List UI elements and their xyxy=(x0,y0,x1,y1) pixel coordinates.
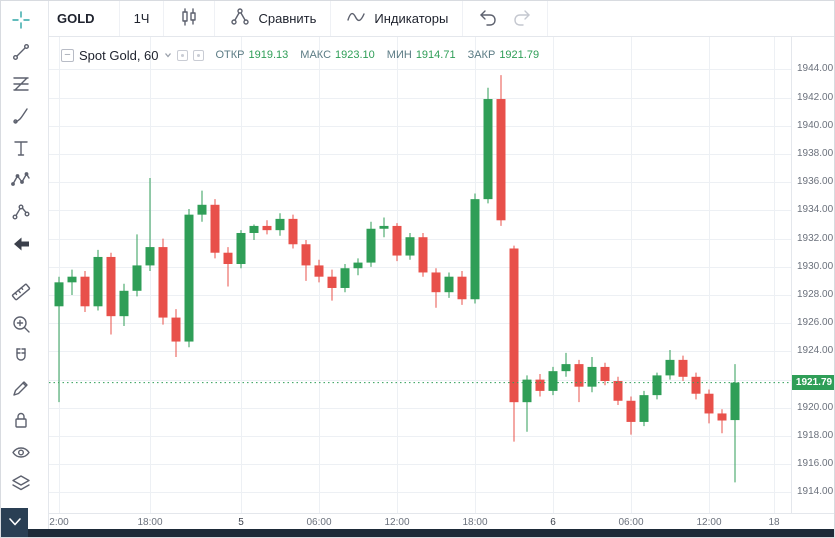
time-axis-label: 6 xyxy=(550,517,556,528)
candlestick-plot[interactable] xyxy=(49,37,791,513)
crosshair-tool[interactable] xyxy=(7,8,35,36)
symbol-button[interactable]: GOLD xyxy=(49,1,120,36)
legend-collapse-button[interactable]: − xyxy=(61,48,74,62)
chevron-down-icon[interactable] xyxy=(164,46,172,64)
object-tree-layers-tool[interactable] xyxy=(7,472,35,500)
time-axis-label: 2:00 xyxy=(49,517,69,528)
compare-button[interactable]: Сравнить xyxy=(215,1,332,36)
legend-settings-icon[interactable] xyxy=(192,49,204,61)
price-axis-label: 1920.00 xyxy=(797,401,834,413)
symbol-label: GOLD xyxy=(57,11,95,26)
arrow-left-icon xyxy=(10,233,32,260)
magnifier-plus-icon xyxy=(10,313,32,340)
ohlc-open: ОТКР 1919.13 xyxy=(216,49,289,61)
compare-label: Сравнить xyxy=(258,11,317,26)
price-axis-label: 1944.00 xyxy=(797,63,834,75)
ohlc-close-value: 1921.79 xyxy=(499,49,540,61)
candles-icon xyxy=(178,6,200,31)
magnet-icon xyxy=(10,345,32,372)
price-axis-label: 1940.00 xyxy=(797,119,834,131)
ohlc-close: ЗАКР 1921.79 xyxy=(468,49,540,61)
time-axis-label: 18 xyxy=(768,517,780,528)
price-axis-label: 1930.00 xyxy=(797,260,834,272)
chart-area: 1944.00 1942.00 1940.00 1938.00 1936.00 1934.… xyxy=(49,37,834,531)
zoom-in-tool[interactable] xyxy=(7,312,35,340)
time-axis-label: 12:00 xyxy=(696,517,722,528)
compare-icon xyxy=(229,6,251,31)
bottom-bar xyxy=(1,529,834,537)
price-axis-label: 1938.00 xyxy=(797,148,834,160)
text-tool[interactable] xyxy=(7,136,35,164)
drawing-mode-pencil-tool[interactable] xyxy=(7,376,35,404)
ohlc-high-value: 1923.10 xyxy=(335,49,375,61)
hide-drawings-arrow-tool[interactable] xyxy=(7,232,35,260)
hide-all-eye-tool[interactable] xyxy=(7,440,35,468)
time-axis-label: 06:00 xyxy=(306,517,332,528)
price-axis-label: 1934.00 xyxy=(797,204,834,216)
ohlc-open-value: 1919.13 xyxy=(248,49,289,61)
price-axis-label: 1942.00 xyxy=(797,91,834,103)
time-axis-label: 12:00 xyxy=(384,517,410,528)
time-axis-label: 5 xyxy=(238,517,244,528)
legend-title[interactable]: Spot Gold, 60 xyxy=(79,47,159,63)
ohlc-high-label: МАКС xyxy=(300,49,332,61)
measure-ruler-tool[interactable] xyxy=(7,280,35,308)
indicators-label: Индикаторы xyxy=(374,11,449,26)
trend-line-icon xyxy=(10,41,32,68)
price-axis-label: 1918.00 xyxy=(797,430,834,442)
current-price-tag: 1921.79 xyxy=(792,375,834,391)
price-axis[interactable]: 1944.00 1942.00 1940.00 1938.00 1936.00 1934.… xyxy=(791,37,834,513)
chart-style-button[interactable] xyxy=(164,1,216,36)
price-axis-label: 1932.00 xyxy=(797,232,834,244)
price-axis-label: 1928.00 xyxy=(797,289,834,301)
legend-source-icon[interactable] xyxy=(176,49,188,61)
top-toolbar: GOLD 1Ч Сравнить xyxy=(49,1,834,37)
ruler-icon xyxy=(10,281,32,308)
redo-icon[interactable] xyxy=(511,6,533,31)
forecast-tool[interactable] xyxy=(7,200,35,228)
ohlc-low: МИН 1914.71 xyxy=(387,49,456,61)
history-controls xyxy=(463,1,549,36)
time-axis-label: 18:00 xyxy=(462,517,488,528)
ohlc-close-label: ЗАКР xyxy=(467,49,496,61)
undo-icon[interactable] xyxy=(477,6,499,31)
time-axis[interactable]: 2:00 18:00 5 06:00 12:00 18:00 6 06:00 12:00 18 xyxy=(49,513,834,531)
chart-legend: − Spot Gold, 60 ОТКР 1919.13 МАКС 1923.1… xyxy=(61,46,539,64)
price-axis-label: 1936.00 xyxy=(797,176,834,188)
indicators-wave-icon xyxy=(345,6,367,31)
chevron-down-icon xyxy=(8,514,22,532)
drawing-toolbar xyxy=(1,1,49,531)
pencil-icon xyxy=(10,377,32,404)
price-axis-label: 1914.00 xyxy=(797,486,834,498)
ohlc-high: МАКС 1923.10 xyxy=(300,49,375,61)
indicators-button[interactable]: Индикаторы xyxy=(331,1,464,36)
price-axis-label: 1924.00 xyxy=(797,345,834,357)
lock-all-tool[interactable] xyxy=(7,408,35,436)
crosshair-icon xyxy=(10,9,32,36)
layers-icon xyxy=(10,473,32,500)
lock-icon xyxy=(10,409,32,436)
brush-tool[interactable] xyxy=(7,104,35,132)
price-axis-label: 1926.00 xyxy=(797,317,834,329)
interval-button[interactable]: 1Ч xyxy=(120,1,165,36)
time-axis-label: 18:00 xyxy=(137,517,163,528)
text-icon xyxy=(10,137,32,164)
time-axis-label: 06:00 xyxy=(618,517,644,528)
price-axis-label: 1916.00 xyxy=(797,458,834,470)
ohlc-low-label: МИН xyxy=(386,49,412,61)
fibonacci-icon xyxy=(10,73,32,100)
xabcd-pattern-tool[interactable] xyxy=(7,168,35,196)
forecast-icon xyxy=(10,201,32,228)
eye-icon xyxy=(10,441,32,468)
gann-fibonacci-tool[interactable] xyxy=(7,72,35,100)
collapse-button[interactable] xyxy=(1,508,28,537)
trend-line-tool[interactable] xyxy=(7,40,35,68)
pattern-icon xyxy=(10,169,32,196)
magnet-tool[interactable] xyxy=(7,344,35,372)
ohlc-low-value: 1914.71 xyxy=(415,49,456,61)
ohlc-open-label: ОТКР xyxy=(215,49,245,61)
interval-label: 1Ч xyxy=(133,11,150,26)
brush-icon xyxy=(10,105,32,132)
